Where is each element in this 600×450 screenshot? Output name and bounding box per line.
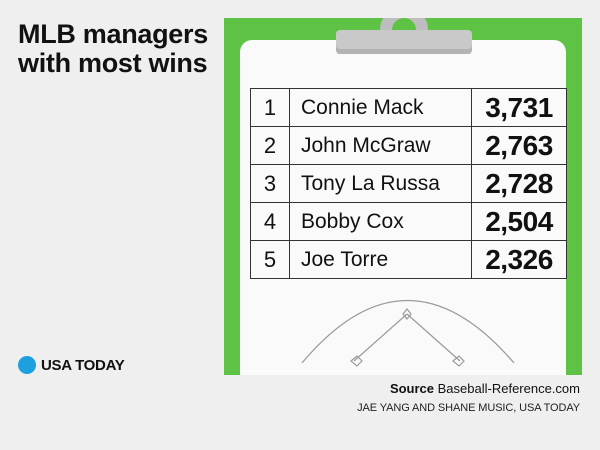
source-text: Baseball-Reference.com: [437, 381, 580, 396]
chart-title: MLB managers with most wins: [18, 19, 208, 78]
manager-name-cell: Tony La Russa: [289, 164, 472, 203]
wins-cell: 2,763: [471, 126, 567, 165]
rank-cell: 2: [250, 126, 290, 165]
rank-cell: 4: [250, 202, 290, 241]
wins-cell: 3,731: [471, 88, 567, 127]
brand-name: USA TODAY: [41, 356, 125, 374]
manager-name-cell: Joe Torre: [289, 240, 472, 279]
rank-cell: 1: [250, 88, 290, 127]
manager-name-cell: Bobby Cox: [289, 202, 472, 241]
table-row: 3 Tony La Russa 2,728: [250, 164, 567, 203]
wins-table-body: 1 Connie Mack 3,731 2 John McGraw 2,763 3 Tony …: [250, 88, 567, 279]
wins-cell: 2,728: [471, 164, 567, 203]
source-label: Source: [389, 381, 435, 396]
baseball-diamond-icon: [301, 299, 515, 367]
source-line: Source Baseball-Reference.com: [390, 381, 580, 396]
wins-cell: 2,326: [471, 240, 567, 279]
table-row: 2 John McGraw 2,763: [250, 126, 567, 165]
wins-cell: 2,504: [471, 202, 567, 241]
clipboard-clip-icon: [336, 30, 472, 54]
brand-logo: USA TODAY: [18, 356, 125, 374]
table-row: 5 Joe Torre 2,326: [250, 240, 567, 279]
credit-line: JAE YANG AND SHANE MUSIC, USA TODAY: [357, 402, 580, 414]
table-row: 1 Connie Mack 3,731: [250, 88, 567, 127]
rank-cell: 3: [250, 164, 290, 203]
manager-name-cell: Connie Mack: [289, 88, 472, 127]
wins-table: 1 Connie Mack 3,731 2 John McGraw 2,763 3 Tony …: [250, 88, 567, 279]
manager-name-cell: John McGraw: [289, 126, 472, 165]
table-row: 4 Bobby Cox 2,504: [250, 202, 567, 241]
rank-cell: 5: [250, 240, 290, 279]
brand-dot-icon: [18, 356, 36, 374]
